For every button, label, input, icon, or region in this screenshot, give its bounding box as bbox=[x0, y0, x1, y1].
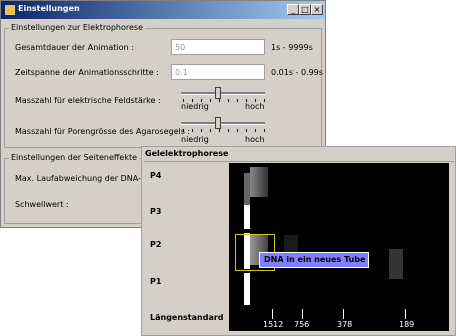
lane-label: Längenstandard bbox=[150, 313, 224, 322]
band bbox=[389, 249, 403, 279]
scale-label: 756 bbox=[294, 320, 309, 329]
slider-tick bbox=[228, 99, 229, 102]
slider-tick bbox=[255, 129, 256, 132]
window-title: Gelelektrophorese bbox=[145, 149, 228, 158]
field-label: Schwellwert : bbox=[15, 200, 69, 209]
lane-label: P4 bbox=[150, 171, 161, 180]
slider-low-label: niedrig bbox=[181, 135, 209, 144]
range-label: 1s - 9999s bbox=[271, 43, 313, 52]
gel-panel: DNA in ein neues Tube 1512 756 378 189 bbox=[229, 163, 449, 331]
band bbox=[250, 167, 268, 197]
slider-high-label: hoch bbox=[245, 135, 264, 144]
slider-tick bbox=[246, 129, 247, 132]
minimize-button[interactable]: _ bbox=[287, 4, 299, 15]
slider-tick bbox=[201, 129, 202, 132]
group-title: Einstellungen zur Elektrophorese bbox=[9, 23, 145, 32]
slider-tick bbox=[237, 129, 238, 132]
slider-tick bbox=[192, 129, 193, 132]
slider-tick bbox=[210, 129, 211, 132]
maximize-button[interactable]: □ bbox=[299, 4, 311, 15]
title-bar: Einstellungen _ □ × bbox=[1, 1, 325, 19]
lane-label: P1 bbox=[150, 277, 161, 286]
field-label: Gesamtdauer der Animation : bbox=[15, 43, 134, 52]
scale-label: 378 bbox=[337, 320, 352, 329]
lane-label: P2 bbox=[150, 240, 161, 249]
page: Einstellungen _ □ × Einstellungen zur El… bbox=[0, 0, 456, 336]
slider-tick bbox=[210, 99, 211, 102]
tooltip: DNA in ein neues Tube bbox=[259, 252, 369, 268]
scale-label: 1512 bbox=[263, 320, 283, 329]
band bbox=[244, 273, 250, 305]
slider-low-label: niedrig bbox=[181, 102, 209, 111]
field-label: Zeitspanne der Animationsschritte : bbox=[15, 68, 159, 77]
close-button[interactable]: × bbox=[311, 4, 323, 15]
gel-window: Gelelektrophorese P4 P3 P2 P1 Längenstan… bbox=[141, 146, 456, 336]
slider-label: Masszahl für Porengrösse des Agarosegels… bbox=[15, 127, 190, 136]
slider-tick bbox=[183, 129, 184, 132]
slider-label: Masszahl für elektrische Feldstärke : bbox=[15, 96, 161, 105]
slider-tick bbox=[228, 129, 229, 132]
scale-label: 189 bbox=[399, 320, 414, 329]
slider-high-label: hoch bbox=[245, 102, 264, 111]
slider-tick bbox=[264, 129, 265, 132]
slider-thumb[interactable] bbox=[215, 117, 221, 129]
group-title: Einstellungen der Seiteneffekte bbox=[9, 153, 139, 162]
text-field[interactable]: 50 bbox=[171, 39, 265, 55]
group-box: Einstellungen zur Elektrophorese Gesamtd… bbox=[4, 28, 322, 148]
app-icon bbox=[5, 5, 15, 15]
slider-thumb[interactable] bbox=[215, 87, 221, 99]
band bbox=[244, 205, 250, 229]
lane-label: P3 bbox=[150, 207, 161, 216]
text-field[interactable]: 0.1 bbox=[171, 64, 265, 80]
window-title: Einstellungen bbox=[18, 4, 80, 13]
slider-tick bbox=[219, 99, 220, 102]
range-label: 0.01s - 0.99s bbox=[271, 68, 323, 77]
slider-tick bbox=[219, 129, 220, 132]
slider-tick bbox=[237, 99, 238, 102]
